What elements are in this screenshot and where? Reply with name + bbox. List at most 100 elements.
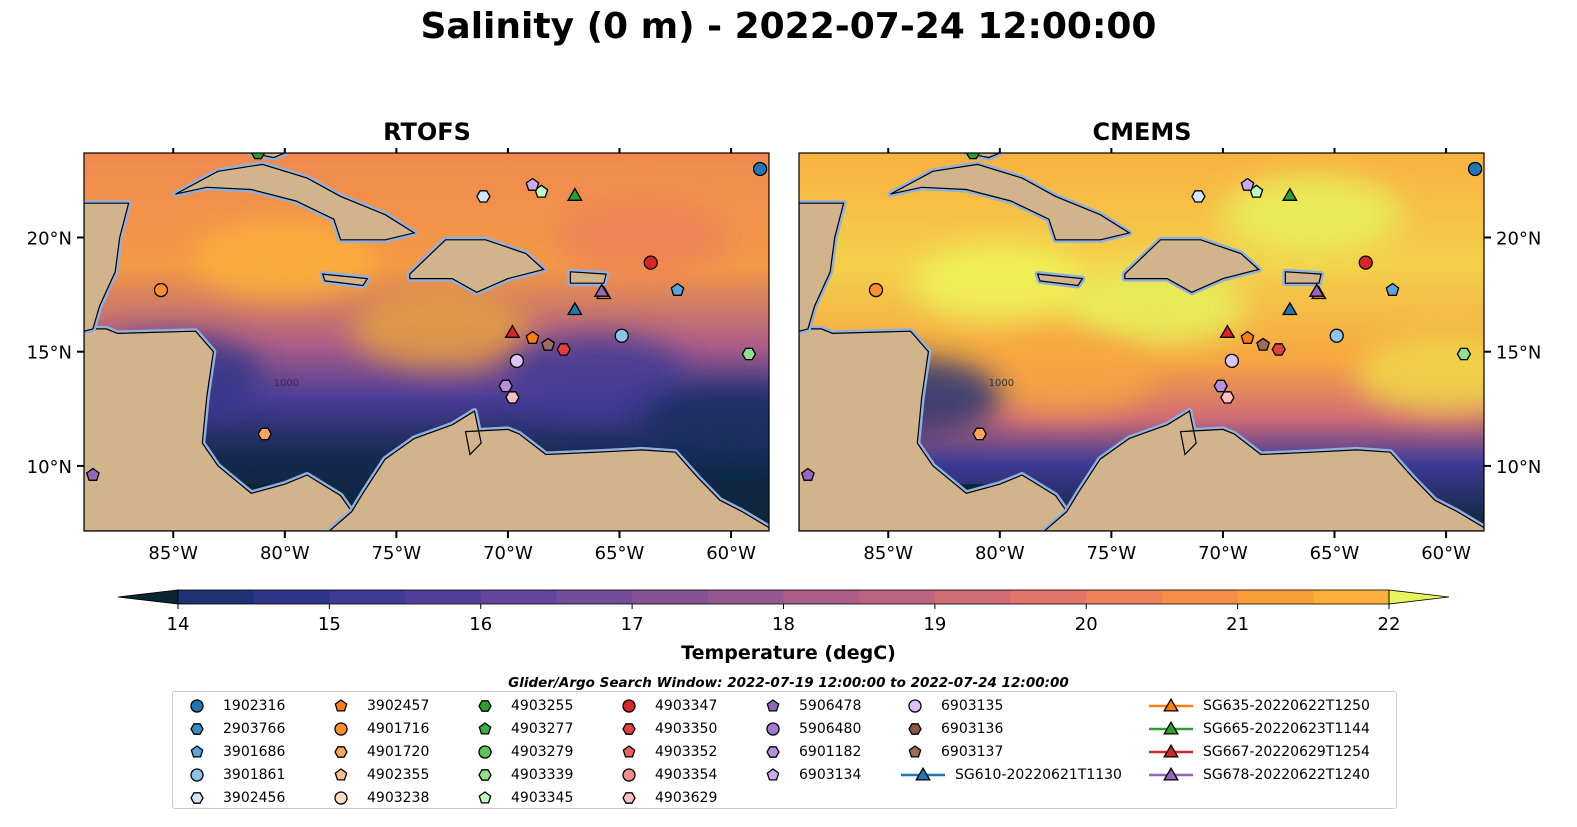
- legend-marker: [622, 699, 636, 713]
- colorbar-tick-label: 16: [469, 614, 492, 632]
- colorbar-segment: [859, 590, 936, 604]
- legend-item-label: 3901686: [223, 744, 286, 760]
- marker-4903347: [643, 255, 658, 270]
- lon-tick-label: 85°W: [148, 543, 198, 564]
- colorbar-segment: [178, 590, 255, 604]
- colorbar-tick-label: 14: [167, 614, 190, 632]
- map-frame: [83, 152, 770, 532]
- pentagon-marker-icon: [766, 699, 780, 712]
- legend-marker: [190, 768, 204, 782]
- figure-title: Salinity (0 m) - 2022-07-24 12:00:00: [420, 6, 1157, 47]
- lat-tick-label: 20°N: [1496, 229, 1541, 250]
- colorbar-segment: [329, 590, 406, 604]
- legend-marker: [1163, 720, 1179, 735]
- marker-6903137: [541, 337, 556, 351]
- legend-item-label: 6903137: [941, 744, 1004, 760]
- marker-6903137: [1256, 337, 1271, 351]
- marker-SG678-20220622T1240: [1308, 283, 1325, 297]
- circle-marker-icon: [908, 699, 922, 713]
- circle-marker-icon: [334, 791, 348, 805]
- marker-3901861: [1329, 328, 1344, 343]
- triangle-marker-icon: [1149, 697, 1193, 712]
- map-panel-cmems: 1000 85°W 80°W 75°W 70°W 65°W 60°W 10°N 15°N 20°N: [798, 148, 1541, 564]
- legend-item-label: 6903136: [941, 721, 1004, 737]
- circle-marker-icon: [190, 768, 204, 782]
- legend-item-label: 4903238: [367, 790, 430, 806]
- coastline: [328, 410, 769, 531]
- marker-4901716: [868, 282, 884, 298]
- marker-6903134: [1240, 177, 1255, 191]
- pentagon-marker-icon: [478, 791, 492, 804]
- marker-4901716: [153, 282, 169, 298]
- circle-marker-icon: [478, 745, 492, 759]
- temperature-patch: [976, 334, 1157, 415]
- colorbar-segment: [707, 590, 784, 604]
- marker-6901182: [498, 379, 513, 393]
- legend-marker: [908, 745, 922, 758]
- legend-item-label: SG610-20220621T1130: [955, 767, 1122, 783]
- hexagon-marker-icon: [190, 792, 204, 804]
- coastline: [1036, 273, 1084, 287]
- temperature-patch: [1356, 334, 1484, 415]
- legend-marker: [334, 791, 348, 805]
- coastline: [321, 273, 369, 287]
- legend-marker: [908, 699, 922, 713]
- colorbar-label: Temperature (degC): [681, 642, 896, 664]
- temperature-patch: [351, 288, 532, 369]
- lon-tick-label: 70°W: [1198, 543, 1248, 564]
- marker-1902316: [1467, 161, 1483, 177]
- map-frame: [798, 152, 1485, 532]
- hexagon-marker-icon: [190, 723, 204, 735]
- legend-marker: [334, 768, 348, 781]
- marker-4903347: [1358, 255, 1373, 270]
- colorbar-segment: [253, 590, 330, 604]
- marker-3902457: [1240, 330, 1255, 344]
- legend-marker: [190, 745, 204, 758]
- marker-3901686: [670, 282, 685, 296]
- lon-tick-label: 60°W: [1421, 543, 1471, 564]
- colorbar-tick-label: 17: [621, 614, 644, 632]
- legend-marker: [334, 746, 348, 758]
- hexagon-marker-icon: [622, 792, 636, 804]
- triangle-marker-icon: [1149, 766, 1193, 781]
- pentagon-marker-icon: [334, 768, 348, 781]
- legend-item-label: 3902457: [367, 698, 430, 714]
- legend-marker: [1163, 697, 1179, 712]
- coastline: [409, 239, 545, 293]
- legend-item-label: 4901716: [367, 721, 430, 737]
- marker-4901720: [257, 427, 272, 441]
- circle-marker-icon: [622, 699, 636, 713]
- marker-3902456: [476, 190, 491, 203]
- lat-tick-label: 20°N: [27, 229, 72, 250]
- marker-4903629: [1220, 391, 1235, 404]
- legend-marker: [478, 791, 492, 804]
- pentagon-marker-icon: [190, 745, 204, 758]
- legend-marker: [478, 700, 492, 712]
- legend-marker: [190, 723, 204, 735]
- coastline: [1124, 239, 1260, 293]
- coastline: [1043, 410, 1484, 531]
- colorbar-tick-label: 19: [923, 614, 946, 632]
- pentagon-marker-icon: [622, 745, 636, 758]
- colorbar-extend-min: [117, 589, 179, 605]
- legend-marker: [1163, 766, 1179, 781]
- coastline: [175, 163, 416, 241]
- legend-marker: [190, 792, 204, 804]
- marker-1902316: [752, 161, 768, 177]
- marker-4903339: [1456, 347, 1472, 361]
- marker-SG667-20220629T1254: [504, 324, 521, 338]
- legend-marker: [622, 792, 636, 804]
- triangle-marker-icon: [1149, 720, 1193, 735]
- lon-tick-label: 80°W: [260, 543, 310, 564]
- circle-marker-icon: [190, 699, 204, 713]
- legend-marker: [766, 699, 780, 712]
- legend-item-label: 4901720: [367, 744, 430, 760]
- legend-marker: [334, 699, 348, 712]
- legend-marker: [915, 766, 931, 781]
- legend-item-label: 1902316: [223, 698, 286, 714]
- hexagon-marker-icon: [622, 723, 636, 735]
- marker-SG665-20220623T1144: [566, 187, 583, 201]
- colorbar-segment: [934, 590, 1012, 604]
- lon-tick-label: 75°W: [1087, 543, 1137, 564]
